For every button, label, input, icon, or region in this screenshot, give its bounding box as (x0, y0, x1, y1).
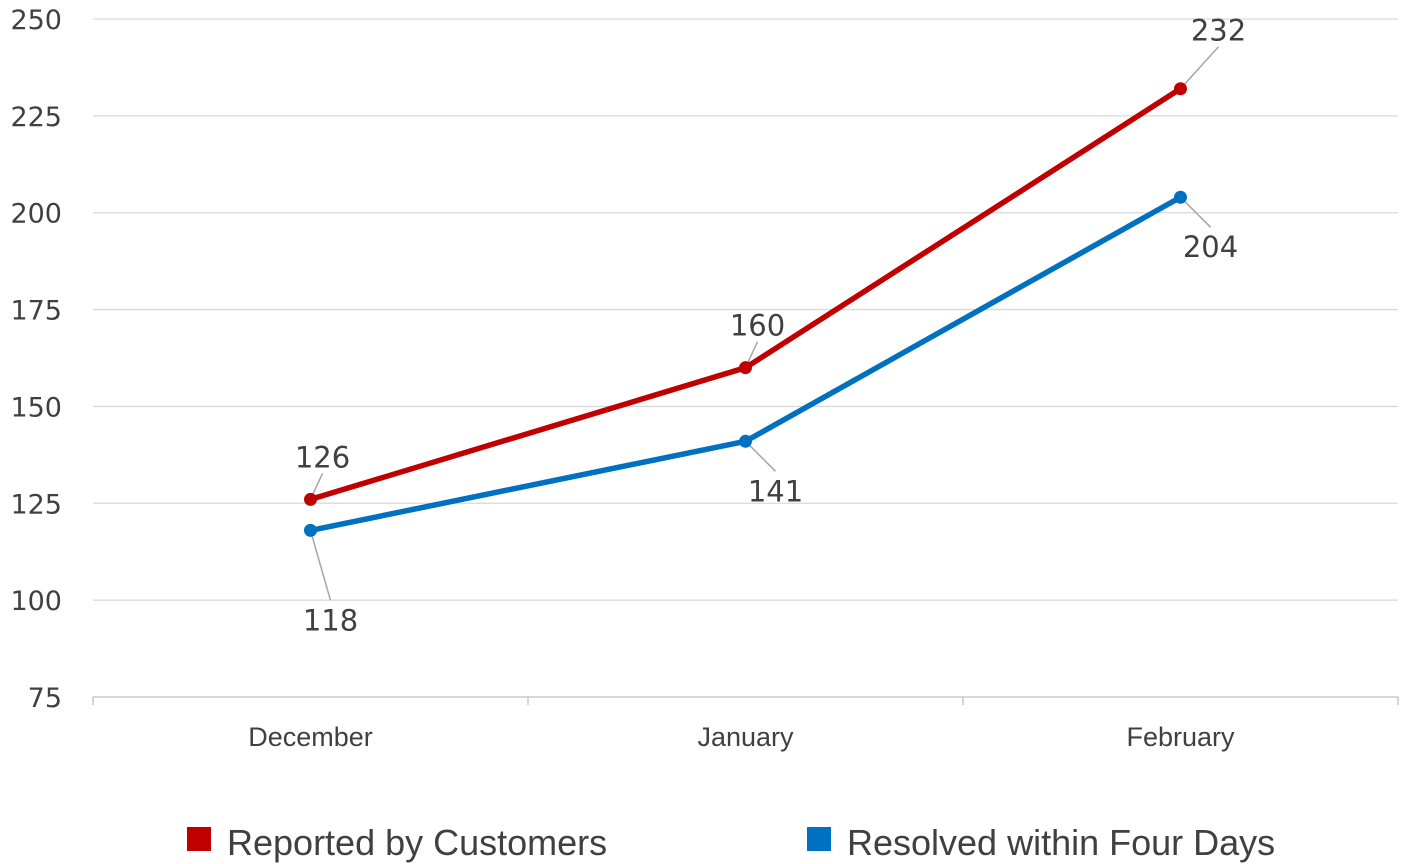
legend-swatch (807, 827, 831, 851)
y-tick-label: 100 (10, 586, 62, 617)
x-tick-label: December (248, 722, 373, 752)
legend-swatch (187, 827, 211, 851)
data-label: 204 (1183, 230, 1238, 264)
legend: Reported by Customers Resolved within Fou… (187, 822, 1275, 863)
leader-line (744, 440, 777, 472)
y-tick-label: 150 (10, 392, 62, 423)
leader-line (309, 530, 332, 601)
data-point (739, 361, 752, 375)
x-tick-label: February (1126, 722, 1235, 752)
data-label: 118 (303, 603, 358, 637)
data-label: 141 (748, 474, 803, 508)
y-tick-label: 250 (10, 5, 62, 36)
data-point (1174, 82, 1187, 96)
y-tick-label: 125 (10, 489, 62, 520)
data-label: 160 (730, 309, 785, 343)
x-tick-label: January (697, 722, 794, 752)
y-tick-label: 175 (10, 296, 62, 327)
series-lines (304, 82, 1187, 537)
data-point (739, 434, 752, 448)
data-label-leader-lines (309, 46, 1220, 601)
x-axis: December January February (92, 696, 1399, 752)
data-label: 126 (295, 440, 350, 474)
data-label: 232 (1191, 14, 1246, 48)
data-point (304, 523, 317, 537)
data-point (1174, 190, 1187, 204)
data-point (304, 492, 317, 506)
legend-label: Resolved within Four Days (847, 822, 1275, 863)
leader-line (1179, 46, 1220, 90)
y-tick-label: 225 (10, 102, 62, 133)
data-labels: 126 160 232 118 141 204 (295, 14, 1246, 638)
y-tick-label: 200 (10, 199, 62, 230)
y-tick-label: 75 (28, 683, 62, 714)
legend-label: Reported by Customers (227, 822, 607, 863)
y-axis-tick-labels: 250 225 200 175 150 125 100 75 (10, 5, 62, 714)
leader-line (1179, 196, 1212, 228)
